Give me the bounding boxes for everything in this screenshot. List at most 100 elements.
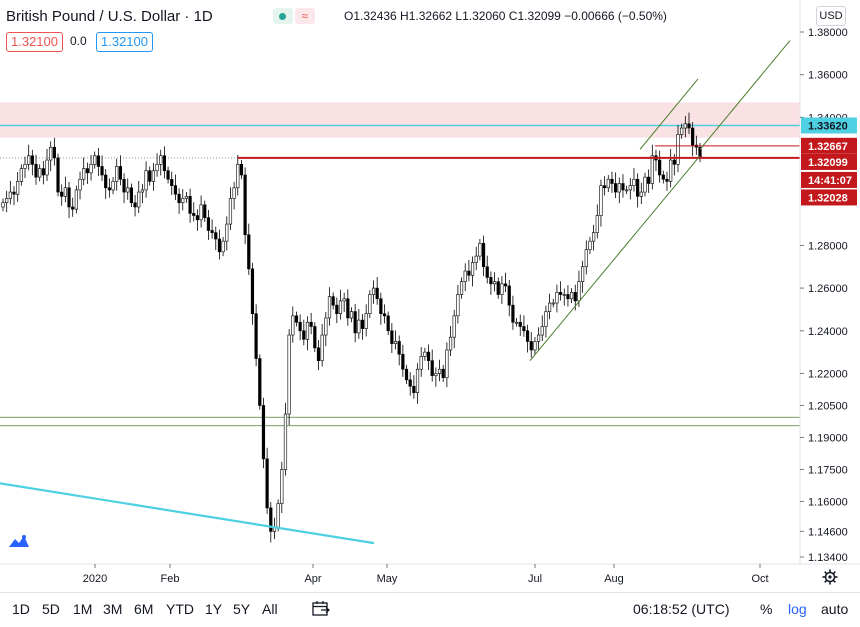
candle-up <box>89 164 93 174</box>
candle-down <box>30 155 34 165</box>
candle-down <box>41 168 45 176</box>
range-all[interactable]: All <box>262 601 278 617</box>
auto-toggle[interactable]: auto <box>821 601 849 617</box>
candle-down <box>254 313 258 359</box>
candle-down <box>129 187 133 204</box>
candle-down <box>614 183 618 193</box>
candle-up <box>669 159 673 182</box>
candle-down <box>203 204 207 218</box>
candle-down <box>118 166 122 180</box>
candle-up <box>544 311 548 327</box>
candle-down <box>382 313 387 317</box>
utc-clock[interactable]: 06:18:52 (UTC) <box>633 601 730 617</box>
price-label: 14:41:07 <box>808 175 852 187</box>
range-5y[interactable]: 5Y <box>233 601 251 617</box>
candle-down <box>195 215 200 221</box>
candle-down <box>573 292 577 302</box>
candle-down <box>481 242 486 268</box>
candle-up <box>570 292 574 300</box>
go-to-date-icon[interactable] <box>312 600 330 616</box>
candle-down <box>12 191 16 195</box>
price-tick-label: 1.26000 <box>808 283 848 295</box>
candle-down <box>412 385 416 393</box>
candle-down <box>133 202 137 208</box>
candle-up <box>93 155 97 165</box>
candle-down <box>210 230 214 233</box>
candle-down <box>309 321 313 327</box>
candle-up <box>514 321 519 324</box>
candle-down <box>430 360 434 376</box>
candle-up <box>63 187 67 197</box>
candle-up <box>595 215 599 233</box>
time-axis[interactable] <box>0 564 800 592</box>
candle-up <box>368 294 372 315</box>
candle-up <box>291 315 295 336</box>
symbol-title[interactable]: British Pound / U.S. Dollar · 1D <box>6 7 213 25</box>
candle-up <box>155 164 159 172</box>
candle-up <box>584 249 588 268</box>
cyan-trendline <box>0 482 375 545</box>
candle-up <box>625 189 629 192</box>
range-3m[interactable]: 3M <box>103 601 123 617</box>
log-toggle[interactable]: log <box>788 601 807 617</box>
price-axis[interactable] <box>800 0 860 564</box>
tradingview-logo-icon[interactable] <box>4 528 34 554</box>
candle-up <box>338 300 343 315</box>
candle-up <box>452 315 456 338</box>
price-label: 1.32028 <box>808 192 848 204</box>
compare-icon[interactable]: ≈ <box>294 8 315 24</box>
candle-up <box>533 341 537 351</box>
candle-up <box>221 240 225 253</box>
candle-down <box>170 178 174 186</box>
candle-up <box>577 281 581 302</box>
buy-price-pill[interactable]: 1.32100 <box>96 32 153 52</box>
candle-down <box>298 321 302 332</box>
candle-down <box>346 298 350 319</box>
candle-down <box>60 191 64 197</box>
candle-up <box>159 155 163 165</box>
eye-icon[interactable] <box>272 8 293 24</box>
time-tick-label: Aug <box>604 573 624 585</box>
candle-up <box>287 334 291 415</box>
price-tick-label: 1.17500 <box>808 465 848 477</box>
candle-up <box>236 164 240 189</box>
candle-down <box>661 174 665 180</box>
candle-up <box>448 336 453 351</box>
candle-up <box>683 123 687 129</box>
candle-up <box>8 191 12 199</box>
candle-up <box>536 334 541 342</box>
range-6m[interactable]: 6M <box>134 601 154 617</box>
candle-down <box>691 127 695 146</box>
candle-down <box>687 123 691 129</box>
candle-down <box>467 270 471 276</box>
range-ytd[interactable]: YTD <box>166 601 194 617</box>
price-label: 1.32667 <box>808 141 848 153</box>
candle-down <box>206 217 211 231</box>
candle-up <box>423 351 427 357</box>
candle-down <box>603 185 607 189</box>
candle-up <box>320 334 324 361</box>
time-tick-label: Jul <box>528 573 542 585</box>
price-tick-label: 1.38000 <box>808 27 848 39</box>
candle-down <box>316 347 321 361</box>
candle-up <box>27 155 31 165</box>
candle-up <box>628 185 632 191</box>
sell-price-pill[interactable]: 1.32100 <box>6 32 63 52</box>
candle-up <box>327 296 332 319</box>
range-1m[interactable]: 1M <box>73 601 93 617</box>
candle-down <box>166 170 170 180</box>
currency-button[interactable]: USD <box>816 6 846 26</box>
candle-up <box>456 294 460 317</box>
percent-toggle[interactable]: % <box>760 601 773 617</box>
range-1d[interactable]: 1D <box>12 601 30 617</box>
candle-down <box>408 379 412 387</box>
candle-down <box>100 166 104 176</box>
price-tick-label: 1.28000 <box>808 240 848 252</box>
range-5d[interactable]: 5D <box>42 601 60 617</box>
range-1y[interactable]: 1Y <box>205 601 223 617</box>
candle-down <box>243 174 247 236</box>
settings-gear-icon[interactable] <box>822 569 838 585</box>
candle-down <box>529 341 533 351</box>
